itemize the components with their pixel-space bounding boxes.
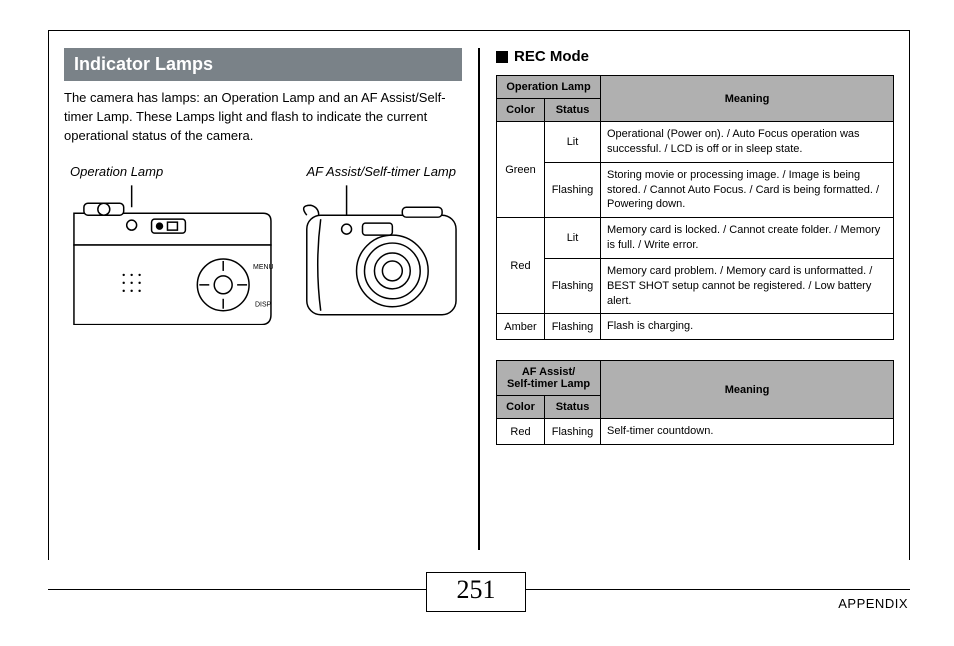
- square-bullet-icon: [496, 51, 508, 63]
- table-row: Flashing Memory card problem. / Memory c…: [497, 258, 894, 314]
- t1-cell-color: Red: [497, 218, 545, 314]
- right-column: REC Mode Operation Lamp Meaning Color St…: [480, 30, 910, 560]
- t1-cell-meaning: Memory card is locked. / Cannot create f…: [601, 218, 894, 259]
- diagram-label-left: Operation Lamp: [70, 164, 163, 179]
- t1-header-group: Operation Lamp: [497, 76, 601, 99]
- t1-cell-color: Amber: [497, 314, 545, 340]
- left-column: Indicator Lamps The camera has lamps: an…: [48, 30, 478, 560]
- af-assist-lamp-table: AF Assist/ Self-timer Lamp Meaning Color…: [496, 360, 894, 445]
- t1-header-meaning: Meaning: [601, 76, 894, 122]
- page-content: Indicator Lamps The camera has lamps: an…: [48, 30, 910, 560]
- diagram-label-right: AF Assist/Self-timer Lamp: [306, 164, 456, 179]
- t1-cell-status: Flashing: [545, 162, 601, 218]
- section-heading: Indicator Lamps: [64, 48, 462, 81]
- appendix-label: APPENDIX: [838, 596, 908, 611]
- table-row: Red Flashing Self-timer countdown.: [497, 419, 894, 445]
- camera-diagram: MENU DISP: [64, 185, 462, 325]
- diagram-label-row: Operation Lamp AF Assist/Self-timer Lamp: [64, 164, 462, 179]
- rec-mode-heading: REC Mode: [496, 48, 894, 65]
- t1-cell-status: Flashing: [545, 314, 601, 340]
- t1-cell-meaning: Flash is charging.: [601, 314, 894, 340]
- t2-header-status: Status: [545, 396, 601, 419]
- t1-header-status: Status: [545, 99, 601, 122]
- table-row: Amber Flashing Flash is charging.: [497, 314, 894, 340]
- t1-cell-meaning: Storing movie or processing image. / Ima…: [601, 162, 894, 218]
- t1-cell-color: Green: [497, 122, 545, 218]
- table-row: Green Lit Operational (Power on). / Auto…: [497, 122, 894, 163]
- t1-header-color: Color: [497, 99, 545, 122]
- t2-header-meaning: Meaning: [601, 361, 894, 419]
- t1-cell-meaning: Memory card problem. / Memory card is un…: [601, 258, 894, 314]
- table-row: Red Lit Memory card is locked. / Cannot …: [497, 218, 894, 259]
- t1-cell-status: Flashing: [545, 258, 601, 314]
- t2-cell-color: Red: [497, 419, 545, 445]
- t2-cell-status: Flashing: [545, 419, 601, 445]
- table-row: Flashing Storing movie or processing ima…: [497, 162, 894, 218]
- t2-cell-meaning: Self-timer countdown.: [601, 419, 894, 445]
- t2-header-color: Color: [497, 396, 545, 419]
- section-body-text: The camera has lamps: an Operation Lamp …: [64, 89, 462, 146]
- svg-text:DISP: DISP: [255, 301, 272, 308]
- t1-cell-meaning: Operational (Power on). / Auto Focus ope…: [601, 122, 894, 163]
- page-number: 251: [426, 572, 526, 612]
- operation-lamp-table: Operation Lamp Meaning Color Status Gree…: [496, 75, 894, 340]
- rec-mode-heading-text: REC Mode: [514, 48, 589, 65]
- t1-cell-status: Lit: [545, 122, 601, 163]
- svg-text:MENU: MENU: [253, 263, 273, 270]
- t1-cell-status: Lit: [545, 218, 601, 259]
- t2-header-group: AF Assist/ Self-timer Lamp: [497, 361, 601, 396]
